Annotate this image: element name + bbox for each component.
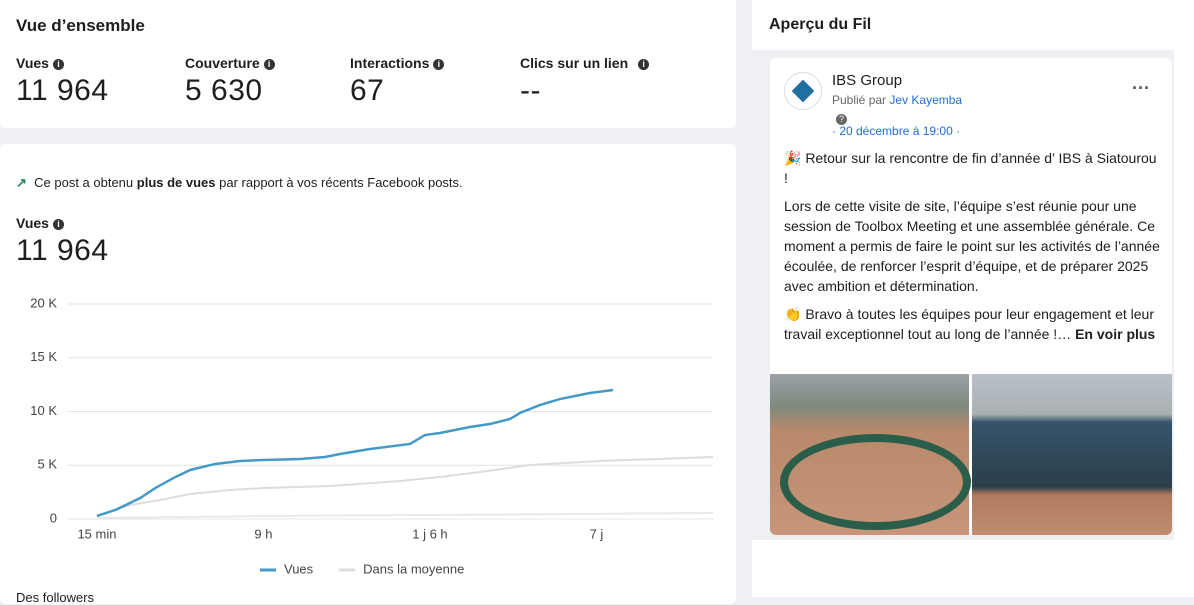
metric-label: Vues i bbox=[16, 55, 64, 71]
y-tick-label: 5 K bbox=[37, 457, 57, 472]
y-tick-label: 15 K bbox=[30, 349, 57, 364]
byline: Publié par Jev Kayemba bbox=[832, 93, 962, 107]
paragraph: 👏 Bravo à toutes les équipes pour leur e… bbox=[784, 304, 1160, 344]
avatar bbox=[784, 72, 822, 110]
feed-title: Aperçu du Fil bbox=[769, 16, 872, 33]
label: Interactions bbox=[350, 55, 430, 71]
chart: 0 5 K 10 K 15 K 20 K 15 min 9 h 1 j 6 h 7 j Vues D… bbox=[30, 295, 714, 576]
metric-value: 5 630 bbox=[185, 74, 263, 107]
byline-text: Publié par bbox=[832, 93, 887, 107]
views-label: Vues i bbox=[16, 215, 64, 231]
line-series bbox=[96, 511, 714, 520]
menu[interactable]: ··· bbox=[1132, 78, 1150, 98]
overview-card: Vue d’ensemble Vues i 11 964 Couverture i 5 6… bbox=[0, 0, 736, 128]
x-tick-label: 15 min bbox=[77, 526, 116, 541]
see-more[interactable]: En voir plus bbox=[1075, 326, 1156, 342]
y-tick-label: 0 bbox=[50, 510, 57, 525]
line-series bbox=[96, 388, 614, 518]
feed-panel: Aperçu du Fil IBS Group Publié par Jev K… bbox=[752, 0, 1194, 597]
x-tick-label: 1 j 6 h bbox=[412, 526, 447, 541]
info-icon: i bbox=[263, 59, 275, 70]
photo bbox=[972, 374, 1172, 535]
x-tick-label: 7 j bbox=[590, 526, 604, 541]
x-tick-label: 9 h bbox=[254, 526, 272, 541]
paragraph: Lors de cette visite de site, l’équipe s… bbox=[784, 198, 1160, 294]
metric-value: 67 bbox=[350, 74, 385, 107]
post-text: 🎉 Retour sur la rencontre de fin d’année… bbox=[784, 148, 1160, 352]
y-tick-label: 20 K bbox=[30, 295, 57, 310]
paragraph-text: 👏 Bravo à toutes les équipes pour leur e… bbox=[784, 306, 1154, 342]
author[interactable]: Jev Kayemba bbox=[889, 93, 963, 107]
metric-value: -- bbox=[520, 74, 541, 107]
help-icon: ? bbox=[836, 110, 847, 128]
label: Vues bbox=[16, 215, 49, 231]
notice-text: par rapport à vos récents Facebook posts… bbox=[215, 175, 463, 190]
date[interactable]: · 20 décembre à 19:00 · bbox=[832, 124, 961, 138]
metric-label: Interactions i bbox=[350, 55, 445, 71]
notice-text: Ce post a obtenu bbox=[34, 175, 137, 190]
notice-bold: plus de vues bbox=[136, 175, 216, 190]
label: Vues bbox=[16, 55, 49, 71]
overview-title: Vue d’ensemble bbox=[16, 16, 145, 35]
legend-label: Dans la moyenne bbox=[363, 561, 464, 576]
label: Clics sur un lien bbox=[520, 55, 629, 71]
metric-label: Clics sur un lien i bbox=[520, 55, 650, 71]
notice: ↗ Ce post a obtenu plus de vues par rapp… bbox=[16, 175, 463, 190]
post-card: IBS Group Publié par Jev Kayemba ? · 20 … bbox=[770, 58, 1172, 535]
info-icon: i bbox=[638, 59, 650, 70]
y-tick-label: 10 K bbox=[30, 403, 57, 418]
metric-value: 11 964 bbox=[16, 74, 109, 107]
views-value: 11 964 bbox=[16, 234, 109, 267]
page-name[interactable]: IBS Group bbox=[832, 72, 903, 89]
metric-label: Couverture i bbox=[185, 55, 275, 71]
label: Couverture bbox=[185, 55, 260, 71]
info-icon: i bbox=[52, 59, 64, 70]
paragraph: 🎉 Retour sur la rencontre de fin d’année… bbox=[784, 150, 1157, 186]
followers-label: Des followers bbox=[16, 590, 95, 605]
info-icon: i bbox=[433, 59, 445, 70]
photo bbox=[770, 374, 971, 535]
line-series bbox=[96, 455, 714, 517]
legend-label: Vues bbox=[284, 561, 314, 576]
chart-card: ↗ Ce post a obtenu plus de vues par rapp… bbox=[0, 144, 736, 605]
